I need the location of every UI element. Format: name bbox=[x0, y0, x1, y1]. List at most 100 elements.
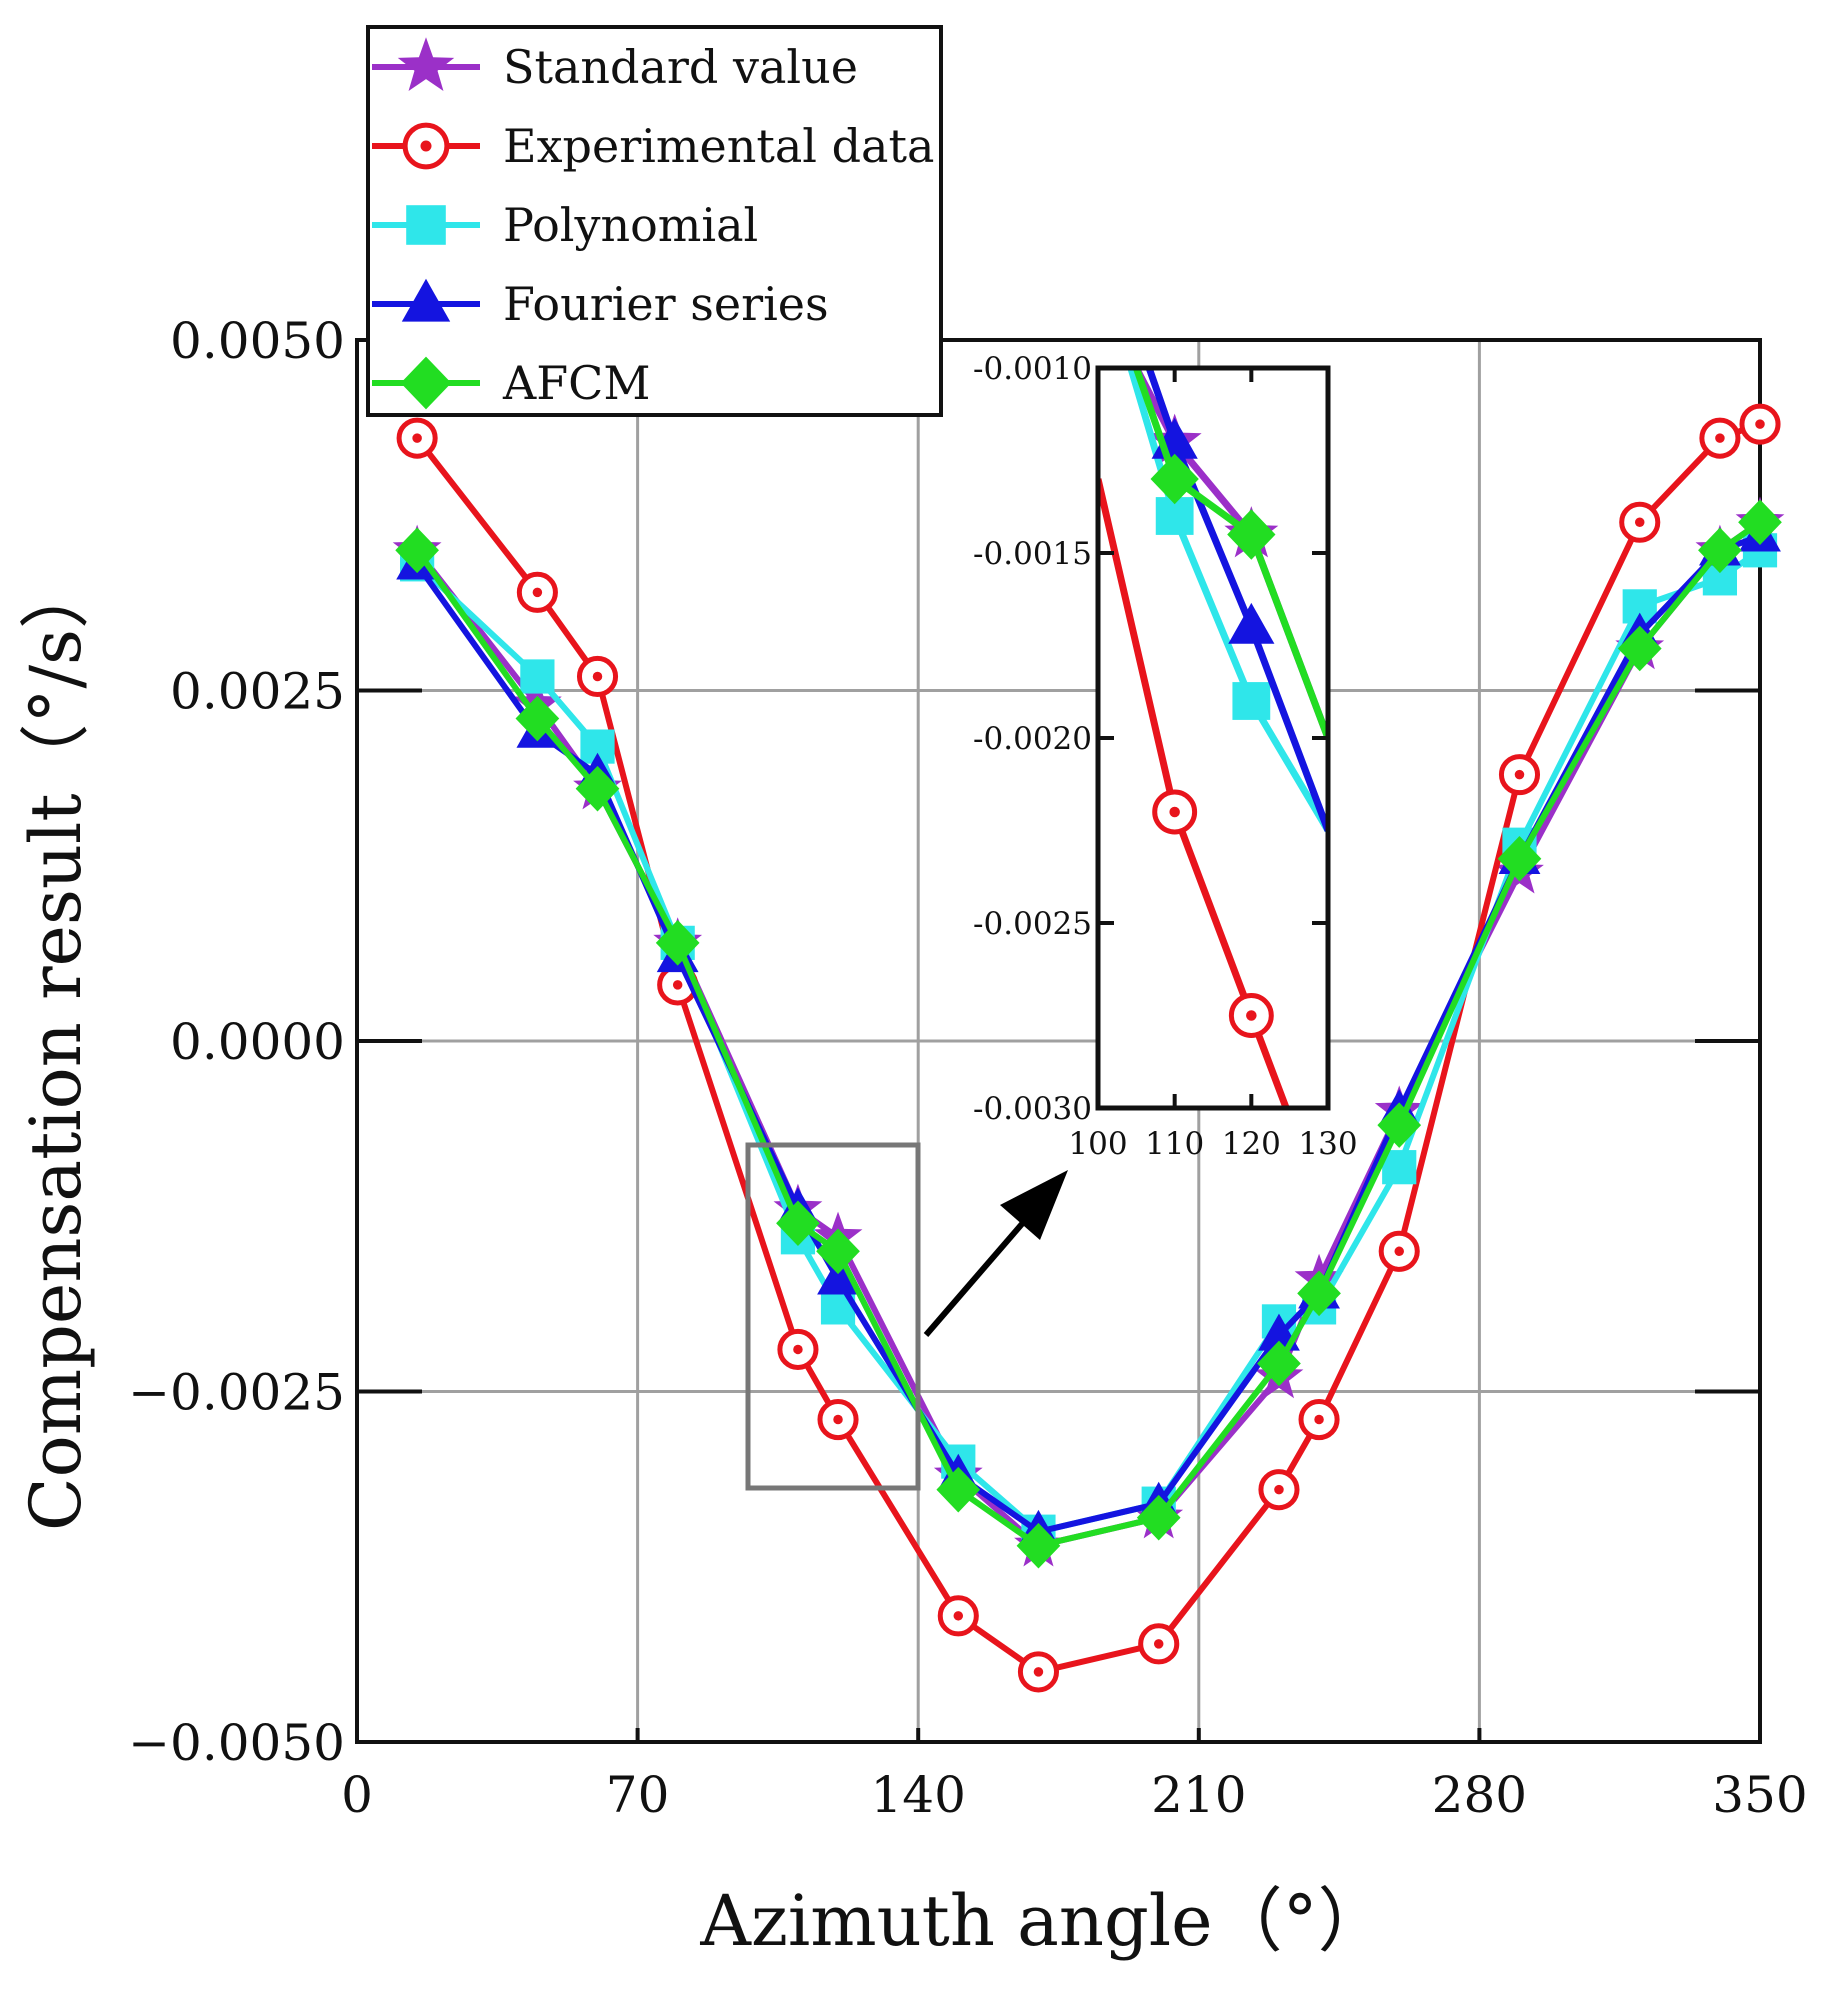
data-point-experimental-data-dot bbox=[1514, 769, 1525, 780]
series-line-afcm bbox=[414, 519, 1762, 1549]
data-point-experimental-data-dot bbox=[1153, 1639, 1164, 1649]
x-tick-label: 280 bbox=[1432, 1766, 1527, 1824]
series-line-experimental-data bbox=[414, 421, 1761, 1675]
legend-swatch-marker bbox=[400, 356, 452, 410]
series-experimental-data bbox=[396, 403, 1781, 1693]
inset-series-afcm bbox=[1132, 368, 1328, 740]
y-tick-label: 0.0050 bbox=[170, 312, 345, 370]
x-axis-title: Azimuth angle（°） bbox=[699, 1880, 1387, 1962]
data-point-afcm bbox=[1257, 1340, 1301, 1387]
data-point-afcm bbox=[936, 1466, 981, 1513]
inset-point-afcm bbox=[1150, 453, 1199, 505]
inset-series-polynomial bbox=[1127, 368, 1328, 833]
data-point-experimental-data-dot bbox=[793, 1344, 803, 1355]
y-tick-label: −0.0025 bbox=[128, 1364, 345, 1422]
main-series-layer bbox=[392, 403, 1785, 1693]
x-tick-label: 70 bbox=[606, 1766, 670, 1824]
inset-y-tick-labels: -0.0010 -0.0015 -0.0020 -0.0025 -0.0030 bbox=[973, 351, 1092, 1127]
data-point-experimental-data-dot bbox=[1033, 1667, 1044, 1677]
y-axis-title: Compensation result（°/s） bbox=[15, 559, 97, 1531]
inset-x-tick-label: 100 bbox=[1068, 1126, 1127, 1162]
data-point-afcm bbox=[1617, 625, 1662, 672]
x-tick-label: 140 bbox=[870, 1766, 965, 1824]
inset-point-experimental-data-dot bbox=[1169, 806, 1180, 818]
data-point-afcm bbox=[816, 1228, 860, 1275]
legend-box bbox=[366, 25, 943, 417]
y-tick-label: −0.0050 bbox=[128, 1714, 345, 1772]
inset-x-tick-label: 110 bbox=[1145, 1126, 1204, 1162]
x-tick-label: 210 bbox=[1151, 1766, 1246, 1824]
legend-swatch-marker bbox=[406, 205, 446, 245]
inset-y-tick-label: -0.0030 bbox=[973, 1091, 1092, 1127]
data-point-experimental-data-dot bbox=[1755, 419, 1765, 429]
inset-x-tick-labels: 100 110 120 130 bbox=[1068, 1126, 1357, 1162]
inset-point-fourier-series bbox=[1228, 602, 1275, 644]
data-point-afcm bbox=[1377, 1102, 1422, 1148]
data-point-experimental-data-dot bbox=[953, 1611, 964, 1621]
data-point-fourier-series bbox=[817, 1257, 859, 1295]
data-point-experimental-data-dot bbox=[592, 671, 603, 682]
data-point-experimental-data-dot bbox=[672, 980, 683, 990]
data-point-afcm bbox=[1136, 1494, 1181, 1541]
data-point-experimental-data-dot bbox=[412, 433, 422, 443]
inset-x-tick-label: 130 bbox=[1298, 1126, 1357, 1162]
y-tick-label: 0.0025 bbox=[170, 663, 345, 721]
inset-y-tick-label: -0.0015 bbox=[973, 536, 1092, 572]
legend-label: Fourier series bbox=[503, 277, 829, 331]
inset-point-polynomial bbox=[1232, 682, 1271, 720]
data-point-afcm bbox=[515, 695, 560, 742]
data-point-afcm bbox=[1738, 499, 1782, 546]
legend-swatch-marker bbox=[397, 37, 455, 92]
data-point-afcm bbox=[1297, 1270, 1341, 1317]
legend-item-fourier-series: Fourier series bbox=[372, 277, 829, 331]
data-point-experimental-data-dot bbox=[1715, 433, 1725, 443]
legend-swatch-marker bbox=[401, 278, 451, 322]
main-tick-marks bbox=[355, 338, 1762, 1744]
zoom-arrow-head bbox=[1000, 1170, 1068, 1240]
data-point-afcm bbox=[1016, 1522, 1061, 1569]
inset-tick-marks bbox=[1096, 366, 1330, 1110]
y-tick-label: 0.0000 bbox=[170, 1013, 345, 1071]
series-line-fourier-series bbox=[414, 533, 1761, 1535]
data-point-afcm bbox=[776, 1200, 820, 1247]
inset-point-experimental-data-dot bbox=[1246, 1010, 1257, 1021]
data-point-experimental-data-dot bbox=[1394, 1246, 1404, 1257]
legend-label: Standard value bbox=[503, 40, 858, 94]
inset-series-clipped bbox=[1098, 368, 1328, 1108]
inset-x-tick-label: 120 bbox=[1222, 1126, 1281, 1162]
y-tick-labels: 0.0050 0.0025 0.0000 −0.0025 −0.0050 bbox=[128, 312, 345, 1772]
data-point-experimental-data-dot bbox=[1634, 517, 1645, 528]
data-point-afcm bbox=[1497, 835, 1542, 882]
data-point-experimental-data-dot bbox=[833, 1414, 843, 1425]
inset-line-polynomial bbox=[1127, 368, 1328, 833]
inset-line-experimental-data bbox=[1098, 478, 1290, 1108]
data-point-polynomial bbox=[520, 659, 555, 694]
data-point-experimental-data-dot bbox=[532, 587, 543, 598]
legend-label: Experimental data bbox=[503, 119, 934, 173]
inset-y-tick-label: -0.0020 bbox=[973, 721, 1092, 757]
zoom-arrow-shaft bbox=[923, 1208, 1037, 1337]
inset-point-afcm bbox=[1227, 509, 1276, 560]
x-tick-label: 0 bbox=[341, 1766, 373, 1824]
data-point-experimental-data-dot bbox=[1274, 1484, 1284, 1495]
inset-line-afcm bbox=[1132, 368, 1328, 740]
legend: Standard value Experimental data Polynomia… bbox=[366, 25, 943, 417]
zoom-region-box bbox=[745, 1142, 921, 1491]
data-point-afcm bbox=[1698, 527, 1742, 574]
legend-label: AFCM bbox=[502, 356, 650, 410]
data-point-afcm bbox=[655, 920, 700, 966]
data-point-afcm bbox=[395, 527, 439, 574]
x-tick-label: 350 bbox=[1712, 1766, 1807, 1824]
data-point-experimental-data-dot bbox=[1314, 1414, 1324, 1425]
x-tick-labels: 0 70 140 210 280 350 bbox=[341, 1766, 1808, 1824]
inset-y-tick-label: -0.0025 bbox=[973, 906, 1092, 942]
inset-series-experimental-data bbox=[1098, 478, 1290, 1108]
inset-y-tick-label: -0.0010 bbox=[973, 351, 1092, 387]
inset-line-fourier-series bbox=[1145, 368, 1328, 832]
legend-item-polynomial: Polynomial bbox=[372, 198, 758, 252]
legend-swatch-marker-dot bbox=[420, 140, 432, 152]
legend-item-standard-value: Standard value bbox=[372, 37, 858, 94]
inset-series-layer bbox=[1098, 368, 1328, 1108]
series-afcm bbox=[395, 499, 1782, 1569]
